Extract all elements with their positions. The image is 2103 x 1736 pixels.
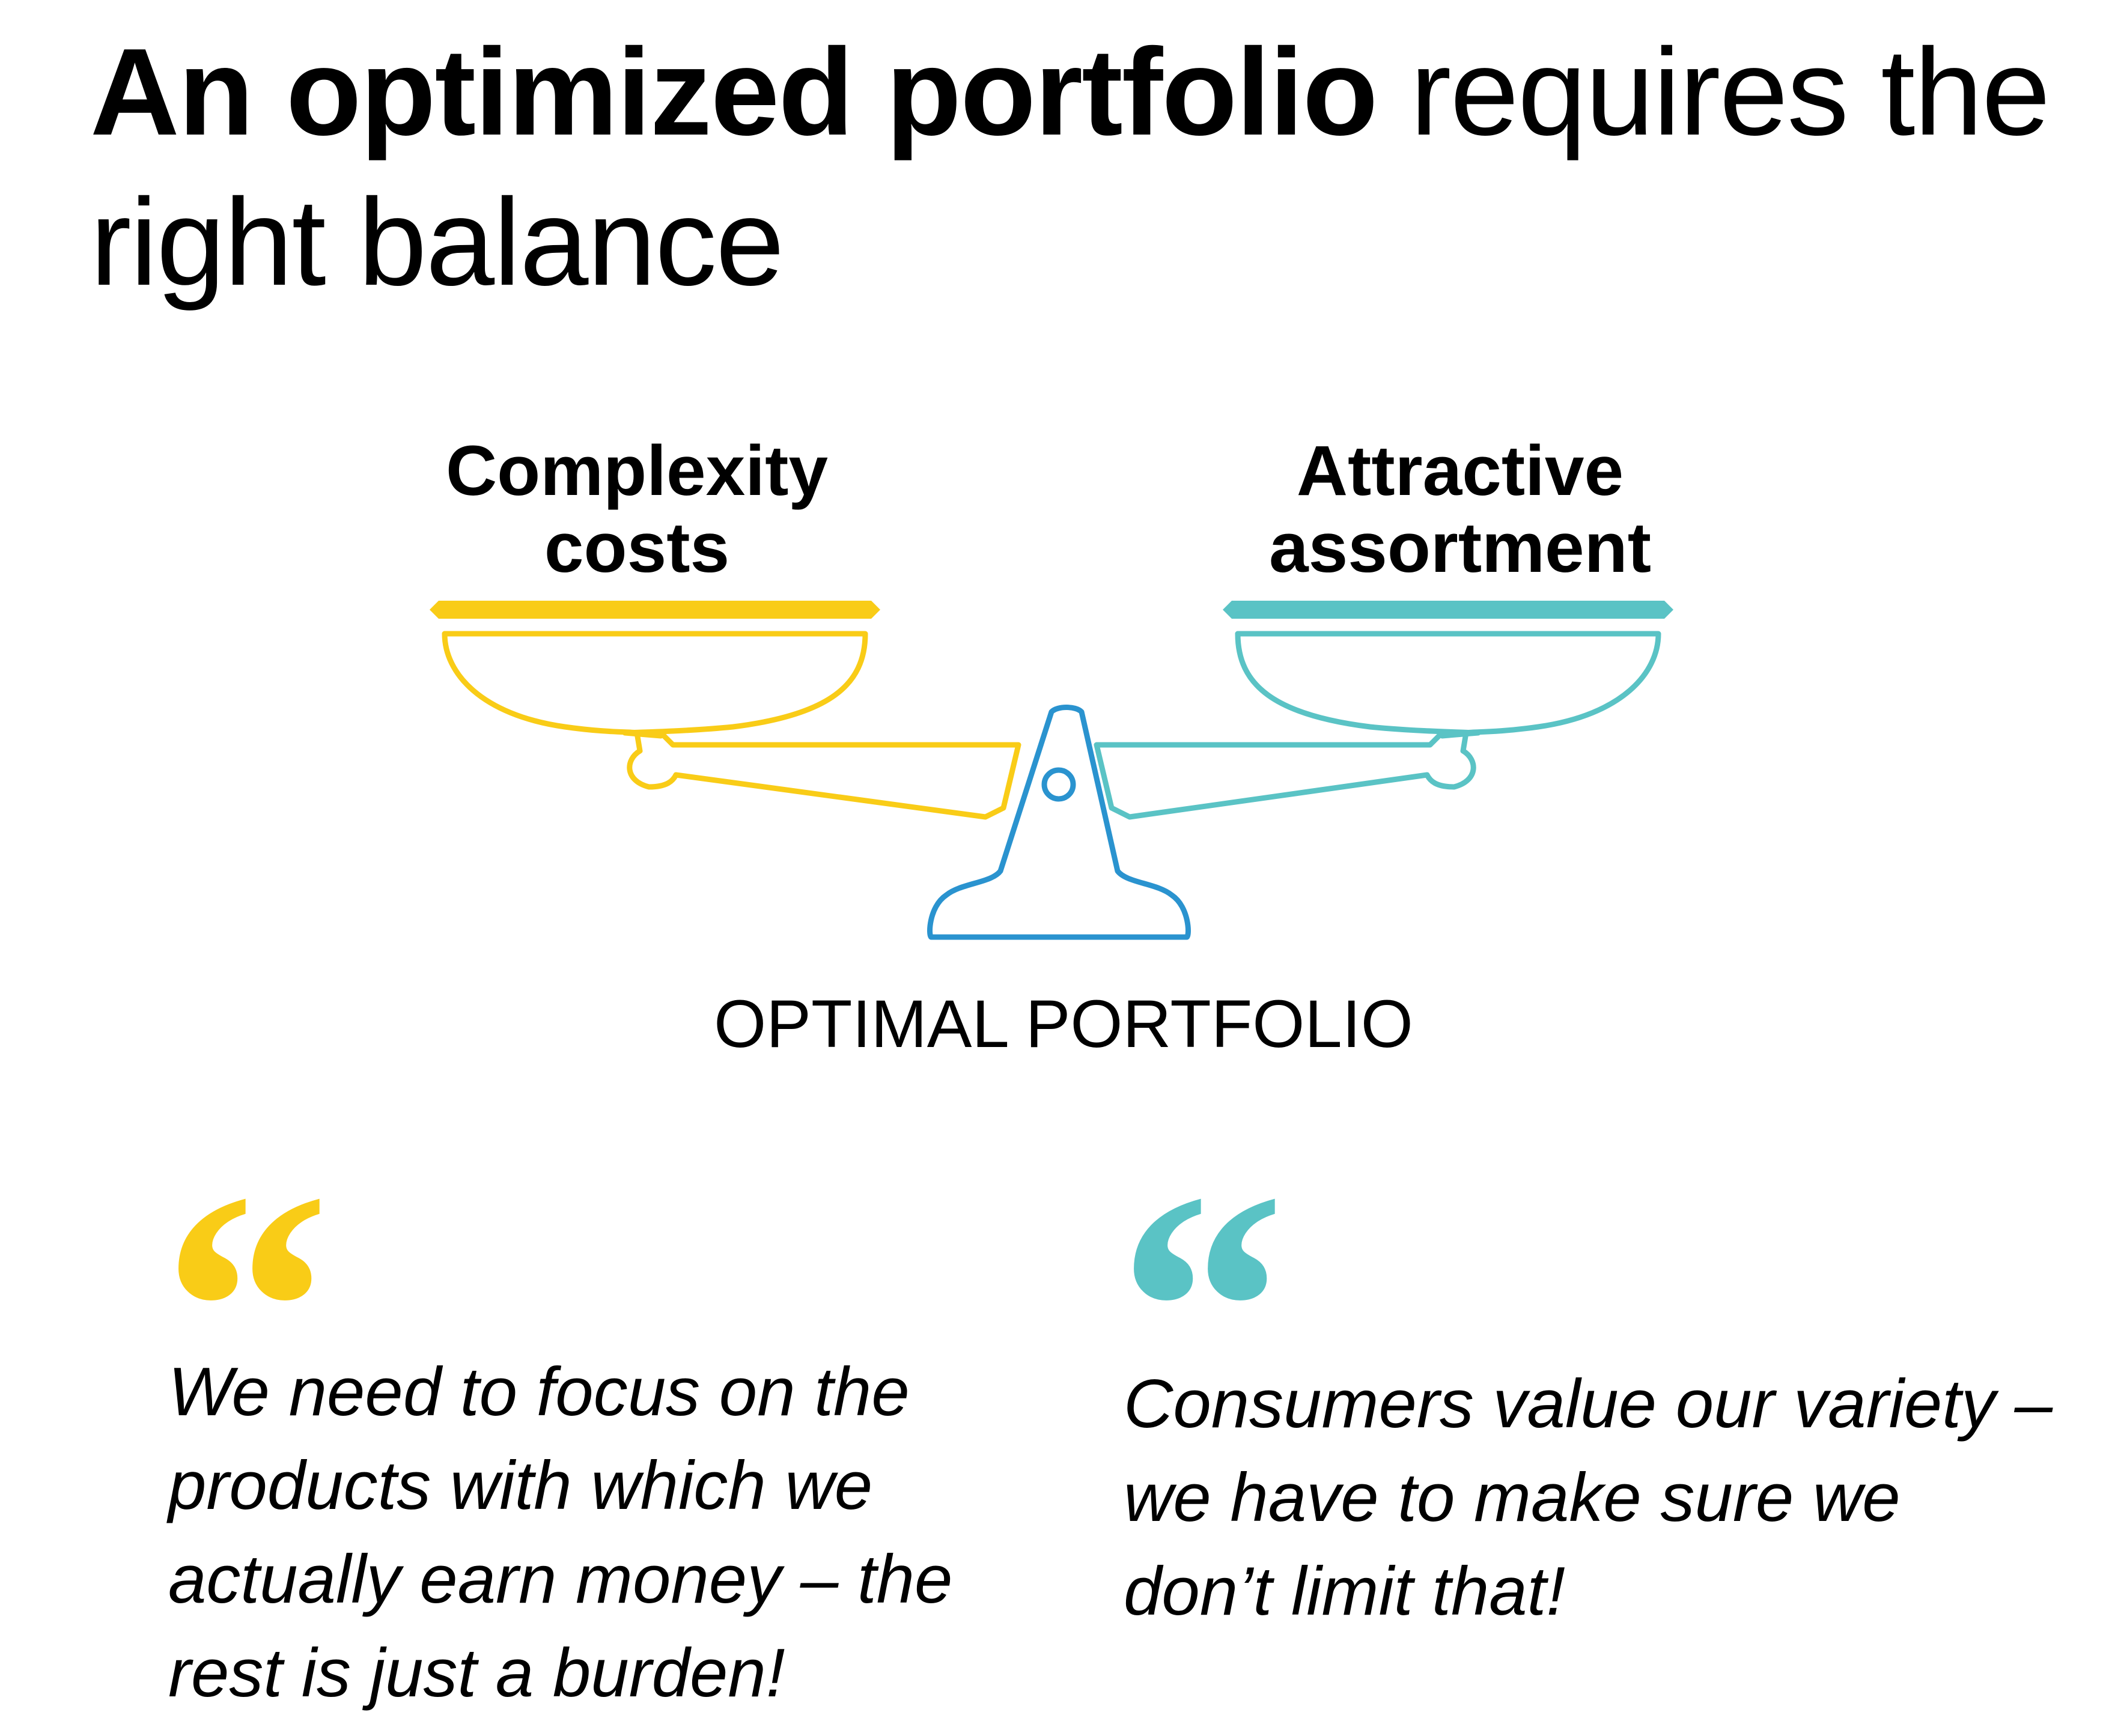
left-quote-text: We need to focus on the products with wh…: [168, 1354, 953, 1711]
title-rest-part: requires the right balance: [90, 23, 2051, 311]
right-pan: [1094, 601, 1673, 820]
left-pan: [430, 601, 1021, 820]
title-bold-part: An optimized portfolio: [90, 23, 1378, 161]
page-title: An optimized portfolio requires the righ…: [90, 17, 2073, 317]
left-pan-label: Complexity costs: [445, 431, 829, 587]
left-quote-mark-icon: “: [162, 1123, 330, 1496]
scale-caption: OPTIMAL PORTFOLIO: [714, 986, 1413, 1061]
right-quote-text: Consumers value our variety – we have to…: [1124, 1366, 2053, 1630]
scale-stand: [927, 705, 1191, 940]
right-pan-label: Attractive assortment: [1268, 431, 1652, 587]
balance-scale-icon: [430, 601, 1673, 940]
right-quote-mark-icon: “: [1118, 1123, 1286, 1496]
